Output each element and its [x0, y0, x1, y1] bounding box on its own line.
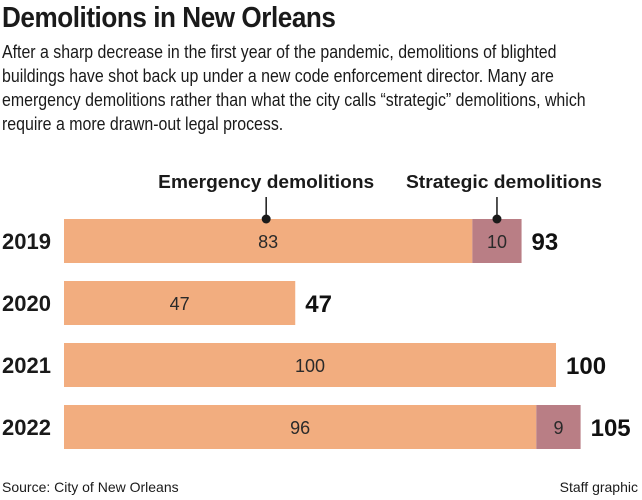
emergency-bar-2020	[64, 281, 296, 325]
credit-note: Staff graphic	[559, 479, 638, 495]
total-label-2020: 47	[305, 291, 332, 318]
emergency-bar-2022	[64, 405, 537, 449]
total-label-2021: 100	[566, 353, 606, 380]
total-label-2022: 105	[591, 415, 631, 442]
chart-subtitle: After a sharp decrease in the first year…	[2, 41, 586, 134]
legend-leader-dot-1	[492, 214, 502, 224]
year-label-2021: 2021	[2, 353, 51, 378]
emergency-value-label-2022: 96	[290, 418, 310, 438]
year-label-2020: 2020	[2, 291, 51, 316]
emergency-bar-2019	[64, 219, 473, 263]
legend-emergency: Emergency demolitions	[158, 172, 374, 192]
strategic-bar-2022	[536, 405, 581, 449]
emergency-bar-2021	[64, 343, 556, 387]
emergency-value-label-2019: 83	[258, 232, 278, 252]
strategic-value-label-2019: 10	[487, 232, 507, 252]
legend-strategic: Strategic demolitions	[406, 172, 602, 192]
year-label-2019: 2019	[2, 229, 51, 254]
year-label-2022: 2022	[2, 415, 51, 440]
chart-title: Demolitions in New Orleans	[2, 2, 336, 34]
emergency-value-label-2021: 100	[295, 356, 325, 376]
strategic-bar-2019	[472, 219, 522, 263]
emergency-value-label-2020: 47	[170, 294, 190, 314]
legend-leader-dot-0	[261, 214, 271, 224]
strategic-value-label-2022: 9	[553, 418, 563, 438]
total-label-2019: 93	[532, 229, 559, 256]
source-note: Source: City of New Orleans	[2, 479, 179, 495]
